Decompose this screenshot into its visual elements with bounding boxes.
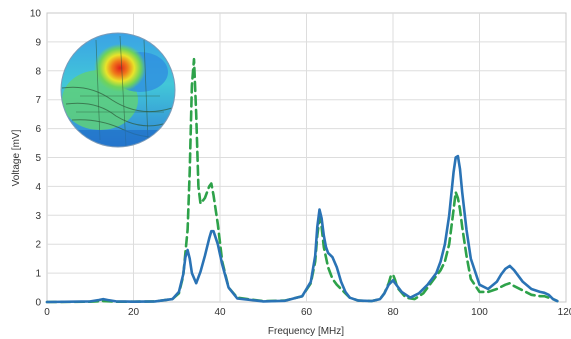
y-tick-label: 9 — [35, 37, 41, 48]
y-axis-ticks: 0 1 2 3 4 5 6 7 8 9 10 — [30, 9, 42, 309]
y-tick-label: 6 — [35, 124, 41, 135]
x-tick-label: 20 — [128, 307, 140, 318]
x-tick-label: 120 — [558, 307, 571, 318]
x-axis-label: Frequency [MHz] — [268, 326, 344, 337]
y-tick-label: 4 — [35, 182, 41, 193]
x-tick-label: 100 — [471, 307, 488, 318]
y-tick-label: 0 — [35, 298, 41, 309]
series-line-dashed — [45, 57, 559, 304]
x-axis-ticks: 0 20 40 60 80 100 120 — [44, 307, 571, 318]
y-tick-label: 2 — [35, 240, 41, 251]
x-tick-label: 80 — [387, 307, 399, 318]
y-tick-label: 7 — [35, 95, 41, 106]
x-tick-label: 0 — [44, 307, 50, 318]
series-layer — [45, 57, 559, 304]
y-axis-label: Voltage [mV] — [11, 129, 22, 186]
y-tick-label: 1 — [35, 269, 41, 280]
field-distribution-heatmap-sphere — [60, 32, 176, 148]
y-tick-label: 8 — [35, 66, 41, 77]
y-tick-label: 3 — [35, 211, 41, 222]
y-tick-label: 10 — [30, 9, 42, 20]
y-tick-label: 5 — [35, 153, 41, 164]
x-tick-label: 40 — [214, 307, 226, 318]
x-tick-label: 60 — [301, 307, 313, 318]
series-line-solid — [45, 154, 559, 304]
